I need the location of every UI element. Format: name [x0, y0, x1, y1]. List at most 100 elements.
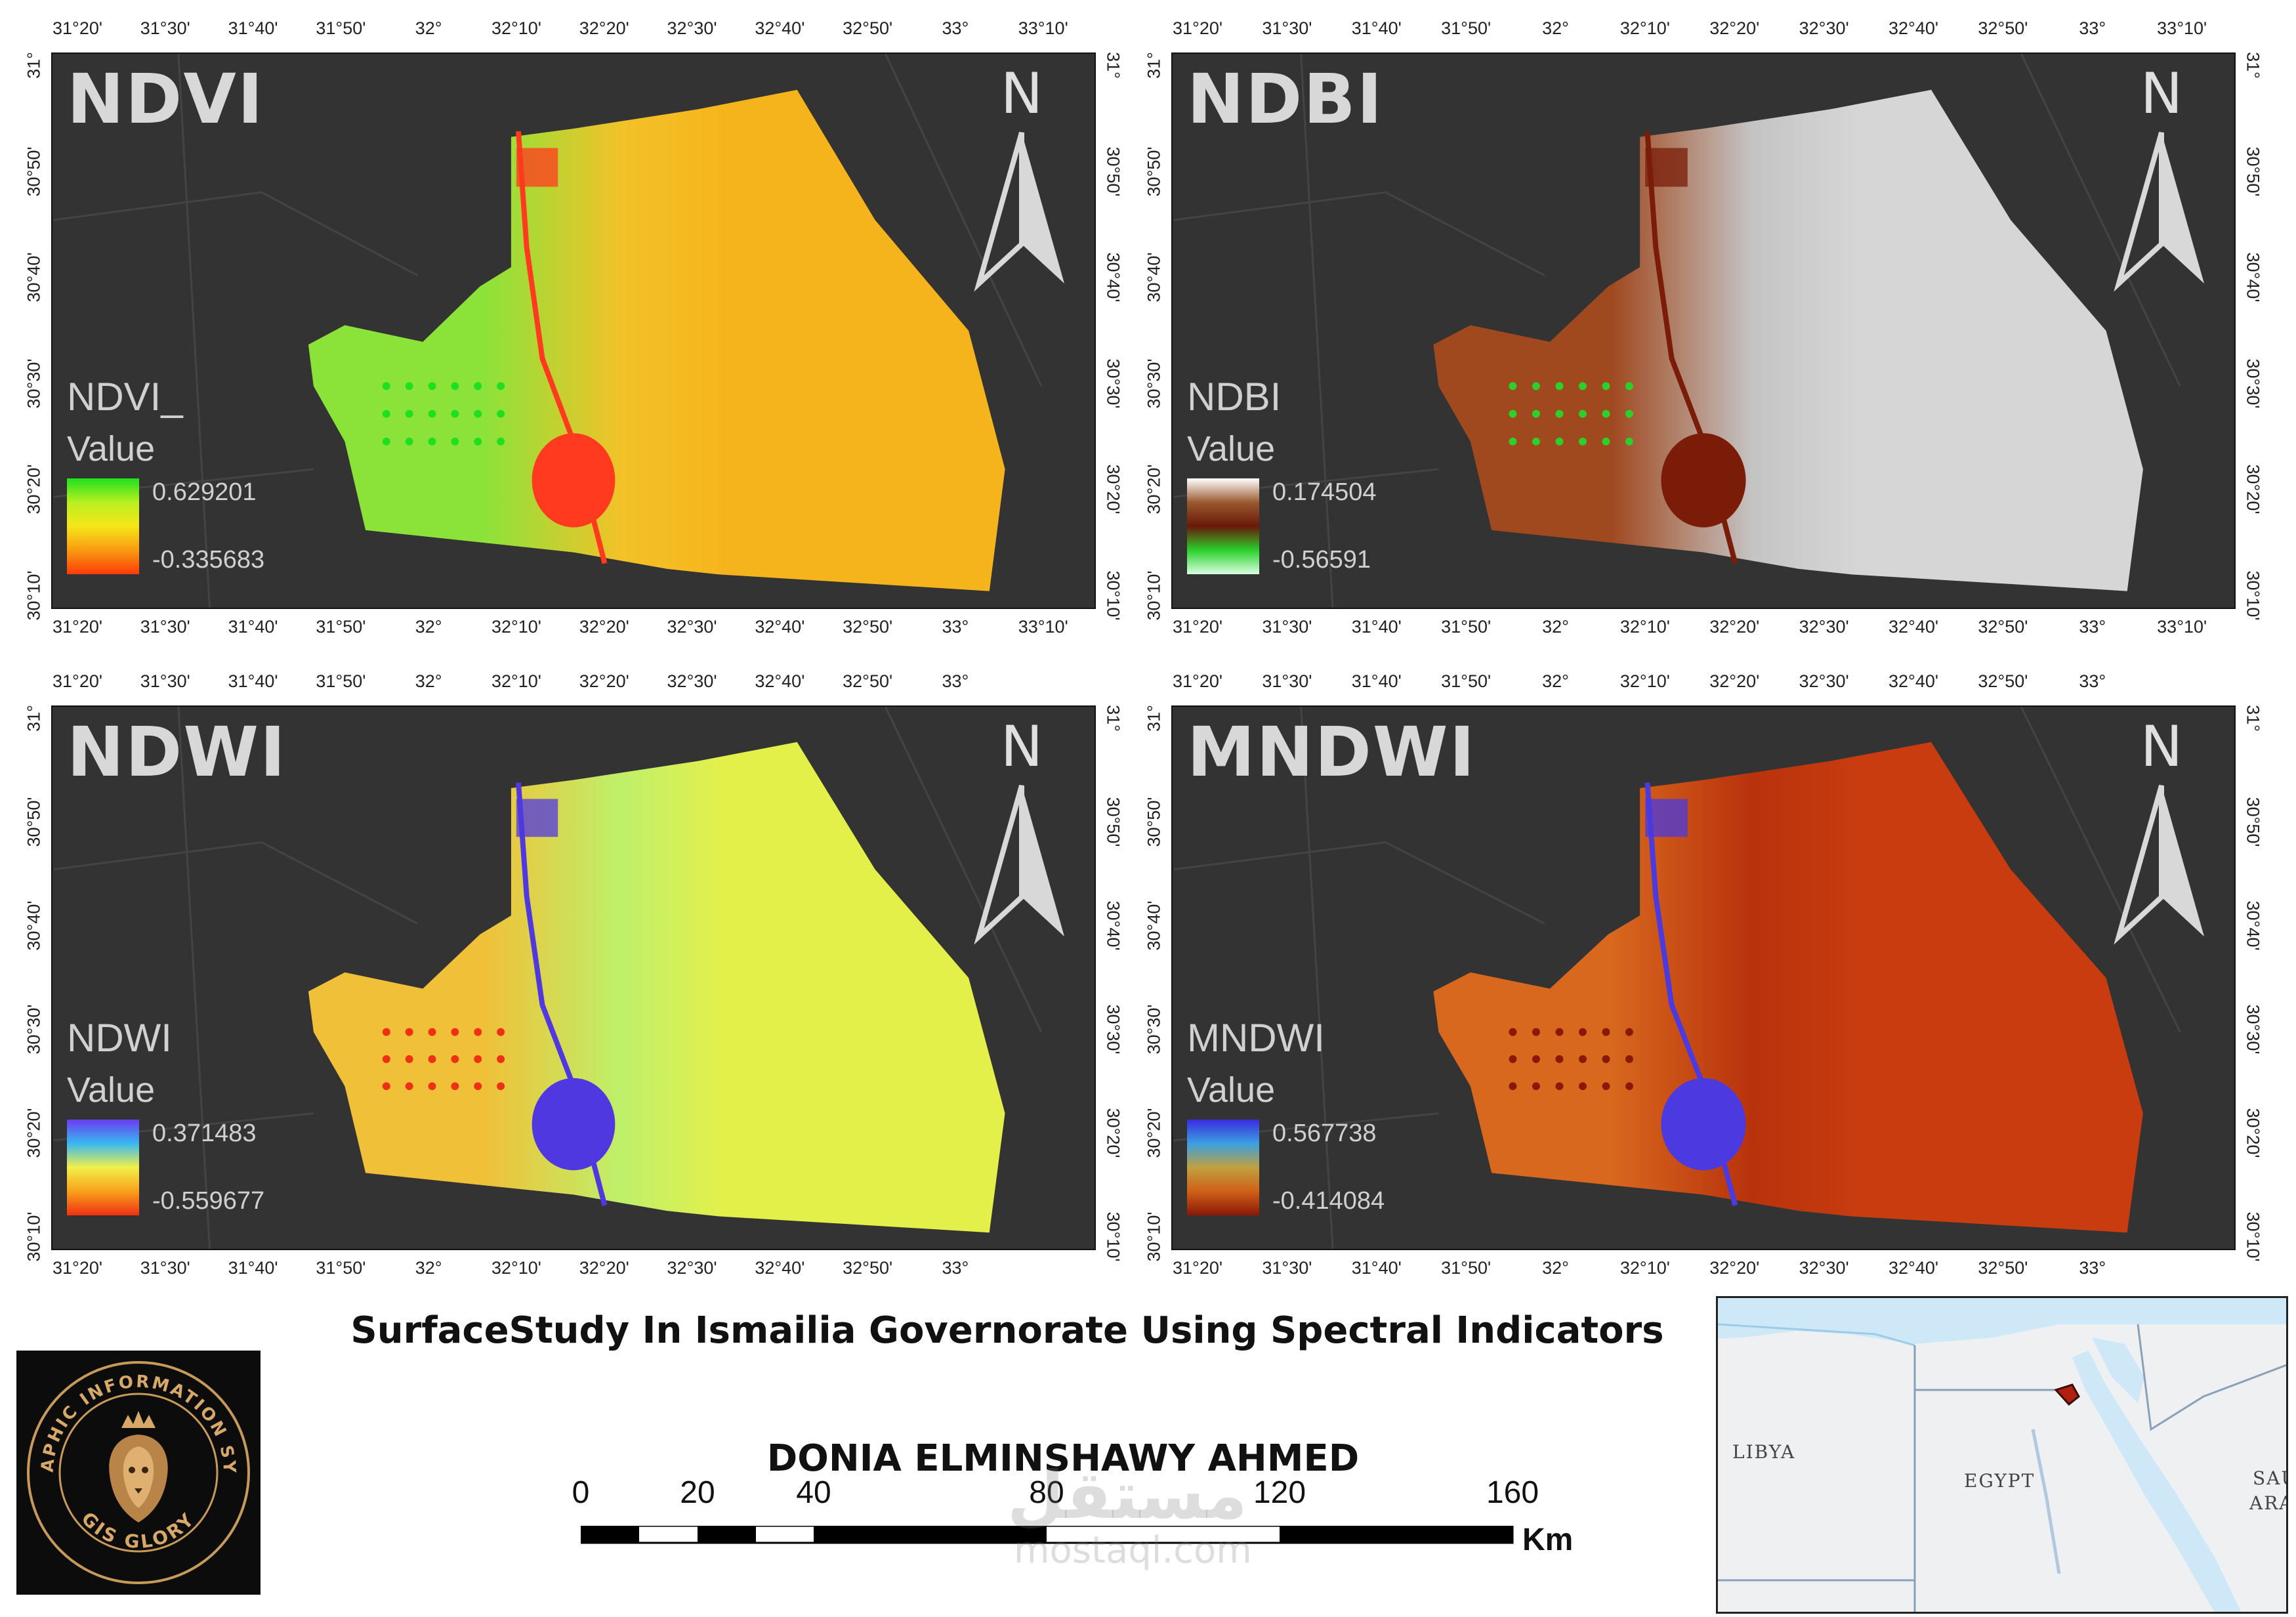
inset-label-egypt: EGYPT	[1964, 1470, 2035, 1492]
legend-color-ramp	[67, 478, 139, 574]
lat-tick-right: 30°10'	[2243, 1211, 2263, 1262]
panel-title-ndvi: NDVI	[67, 59, 264, 139]
lat-tick-left: 31°	[1144, 52, 1164, 79]
lon-tick-top: 32°20'	[1709, 18, 1760, 38]
lon-tick-top: 32°	[415, 18, 442, 38]
legend-ndvi: NDVI_ Value 0.629201 -0.335683	[67, 374, 264, 574]
lat-tick-left: 30°20'	[24, 464, 44, 514]
lat-tick-right: 30°20'	[2243, 464, 2263, 514]
lon-tick-bottom: 32°30'	[1799, 1258, 1849, 1278]
lon-tick-bottom: 33°	[2079, 1258, 2106, 1278]
lon-tick-top: 33°	[2079, 671, 2106, 691]
legend-mndwi: MNDWI Value 0.567738 -0.414084	[1187, 1015, 1385, 1215]
legend-color-ramp	[67, 1120, 139, 1215]
lon-tick-top: 32°	[1542, 671, 1569, 691]
lon-tick-bottom: 32°10'	[491, 1258, 541, 1278]
lon-tick-top: 32°50'	[1978, 671, 2028, 691]
lon-tick-top: 31°40'	[228, 18, 278, 38]
lat-tick-left: 30°10'	[1144, 1211, 1164, 1262]
lat-tick-left: 31°	[1144, 705, 1164, 732]
lon-tick-top: 32°40'	[1889, 18, 1939, 38]
lon-tick-bottom: 32°50'	[843, 1258, 893, 1278]
lon-tick-bottom: 32°40'	[1889, 617, 1939, 637]
lat-tick-right: 30°40'	[2243, 252, 2263, 303]
lat-tick-right: 30°20'	[1103, 1108, 1123, 1158]
great-bitter-lake	[1661, 1078, 1746, 1171]
lat-tick-left: 30°40'	[24, 900, 44, 951]
lon-tick-top: 32°10'	[491, 18, 541, 38]
lon-tick-bottom: 31°50'	[316, 617, 366, 637]
svg-text:N: N	[1001, 61, 1043, 127]
legend-subtitle: Value	[67, 429, 156, 469]
lon-tick-bottom: 32°	[415, 617, 442, 637]
lat-tick-right: 31°	[2243, 705, 2263, 732]
legend-max: 0.174504	[1272, 478, 1377, 506]
lon-tick-top: 31°20'	[1172, 671, 1223, 691]
lat-tick-right: 31°	[1103, 705, 1123, 732]
svg-text:N: N	[1001, 714, 1043, 780]
lon-tick-top: 32°10'	[491, 671, 541, 691]
lat-tick-left: 30°50'	[1144, 797, 1164, 847]
legend-min: -0.559677	[152, 1187, 265, 1215]
lon-tick-top: 32°50'	[1978, 18, 2028, 38]
lon-tick-top: 33°	[2079, 18, 2106, 38]
lon-tick-top: 31°50'	[1441, 18, 1492, 38]
lat-tick-left: 30°20'	[1144, 1108, 1164, 1158]
lon-tick-top: 32°30'	[667, 671, 717, 691]
lon-tick-bottom: 32°20'	[1709, 617, 1760, 637]
scale-label-40: 40	[796, 1475, 831, 1510]
lon-tick-bottom: 32°30'	[667, 617, 717, 637]
lon-tick-top: 32°30'	[1799, 671, 1849, 691]
lon-tick-bottom: 31°30'	[1262, 617, 1312, 637]
lat-tick-left: 30°20'	[24, 1108, 44, 1158]
lon-tick-bottom: 31°40'	[228, 1258, 278, 1278]
lon-tick-bottom: 31°40'	[228, 617, 278, 637]
lon-tick-top: 32°50'	[843, 671, 893, 691]
legend-title: MNDWI	[1187, 1016, 1325, 1060]
lon-tick-bottom: 31°20'	[1172, 1258, 1223, 1278]
lat-tick-right: 30°10'	[2243, 570, 2263, 621]
lon-tick-bottom: 32°50'	[1978, 1258, 2028, 1278]
lon-tick-bottom: 32°20'	[579, 1258, 629, 1278]
governorate-area	[1433, 89, 2143, 591]
scale-label-160: 160	[1486, 1475, 1539, 1510]
legend-ndwi: NDWI Value 0.371483 -0.559677	[67, 1015, 264, 1215]
lat-tick-right: 30°50'	[1103, 146, 1123, 197]
lat-tick-left: 30°20'	[1144, 464, 1164, 514]
lon-tick-top: 33°	[942, 18, 969, 38]
lon-tick-bottom: 32°50'	[1978, 617, 2028, 637]
lat-tick-left: 30°40'	[1144, 252, 1164, 303]
north-arrow-icon: N	[2106, 60, 2217, 303]
legend-min: -0.414084	[1272, 1187, 1385, 1215]
lon-tick-top: 33°	[942, 671, 969, 691]
north-arrow-icon: N	[2106, 713, 2217, 956]
lon-tick-top: 32°30'	[1799, 18, 1849, 38]
lon-tick-top: 31°30'	[1262, 671, 1312, 691]
legend-title: NDVI_	[67, 375, 183, 419]
lat-tick-right: 30°50'	[1103, 797, 1123, 847]
lat-tick-left: 30°40'	[24, 252, 44, 303]
lon-tick-bottom: 31°50'	[1441, 617, 1492, 637]
lat-tick-right: 30°50'	[2243, 797, 2263, 847]
lon-tick-top: 31°30'	[140, 671, 190, 691]
gis-glory-logo: GEOGRAPHIC INFORMATION SYSTEMS GIS GLORY	[7, 1335, 261, 1595]
inset-label-saudi: SAUDI	[2253, 1467, 2286, 1489]
lon-tick-bottom: 32°40'	[755, 617, 805, 637]
lon-tick-top: 33°10'	[2157, 18, 2207, 38]
lon-tick-bottom: 32°40'	[1889, 1258, 1939, 1278]
legend-max: 0.371483	[152, 1120, 257, 1147]
svg-text:N: N	[2140, 61, 2182, 127]
lon-tick-top: 32°40'	[1889, 671, 1939, 691]
lat-tick-left: 30°10'	[24, 570, 44, 621]
watermark-latin: mostaql.com	[1014, 1529, 1252, 1572]
lat-tick-left: 30°10'	[1144, 570, 1164, 621]
lon-tick-top: 32°20'	[579, 671, 629, 691]
lat-tick-right: 30°10'	[1103, 1211, 1123, 1262]
lon-tick-bottom: 32°20'	[1709, 1258, 1760, 1278]
lon-tick-bottom: 31°50'	[1441, 1258, 1492, 1278]
great-bitter-lake	[532, 433, 616, 528]
lon-tick-top: 32°20'	[1709, 671, 1760, 691]
author-name: DONIA ELMINSHAWY AHMED	[766, 1437, 1360, 1480]
lat-tick-left: 31°	[24, 705, 44, 732]
lon-tick-bottom: 32°10'	[1619, 617, 1670, 637]
